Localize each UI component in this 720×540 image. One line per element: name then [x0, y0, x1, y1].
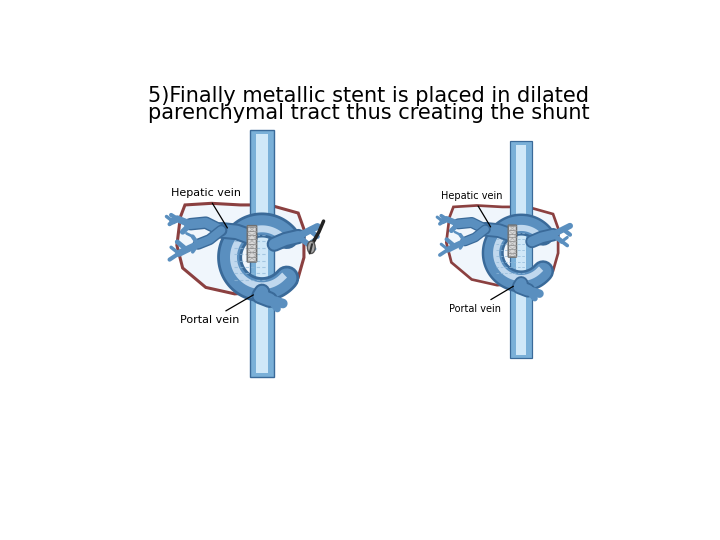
FancyBboxPatch shape	[510, 141, 532, 358]
Polygon shape	[177, 204, 304, 294]
Text: parenchymal tract thus creating the shunt: parenchymal tract thus creating the shun…	[148, 103, 590, 123]
FancyBboxPatch shape	[248, 226, 256, 262]
FancyBboxPatch shape	[250, 130, 274, 377]
Text: Hepatic vein: Hepatic vein	[171, 188, 241, 228]
FancyBboxPatch shape	[516, 145, 526, 355]
Text: Portal vein: Portal vein	[449, 286, 513, 314]
FancyBboxPatch shape	[256, 134, 268, 373]
Polygon shape	[446, 206, 558, 285]
FancyBboxPatch shape	[508, 225, 516, 257]
Text: Hepatic vein: Hepatic vein	[441, 191, 503, 227]
Ellipse shape	[307, 241, 315, 253]
Text: Portal vein: Portal vein	[180, 295, 253, 325]
Text: 5)Finally metallic stent is placed in dilated: 5)Finally metallic stent is placed in di…	[148, 86, 590, 106]
